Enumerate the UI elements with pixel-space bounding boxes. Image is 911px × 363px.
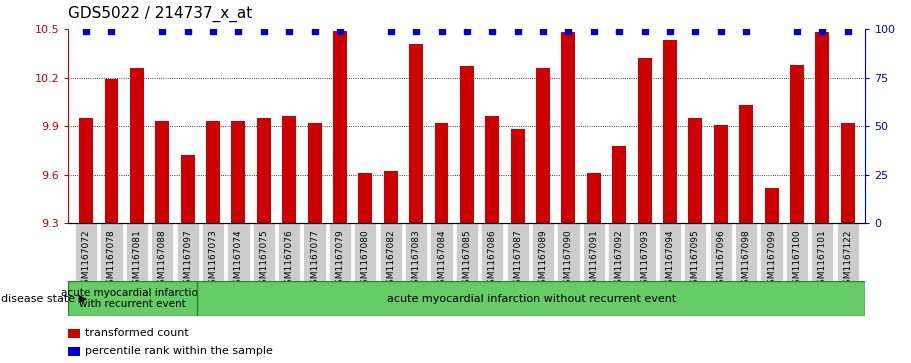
- Bar: [663, 40, 677, 223]
- Bar: [79, 118, 93, 223]
- Bar: [486, 117, 499, 223]
- Bar: [155, 121, 169, 223]
- Bar: [384, 171, 398, 223]
- Text: acute myocardial infarction
with recurrent event: acute myocardial infarction with recurre…: [61, 288, 204, 309]
- Text: disease state ▶: disease state ▶: [1, 294, 87, 303]
- Bar: [739, 105, 753, 223]
- Bar: [358, 173, 373, 223]
- Bar: [511, 129, 525, 223]
- Bar: [308, 123, 322, 223]
- Bar: [815, 32, 829, 223]
- Bar: [130, 68, 144, 223]
- Text: acute myocardial infarction without recurrent event: acute myocardial infarction without recu…: [386, 294, 676, 303]
- Bar: [68, 347, 80, 356]
- Bar: [231, 121, 245, 223]
- Bar: [587, 173, 600, 223]
- Text: transformed count: transformed count: [85, 328, 189, 338]
- Bar: [536, 68, 550, 223]
- Bar: [282, 117, 296, 223]
- Bar: [206, 121, 220, 223]
- Text: GDS5022 / 214737_x_at: GDS5022 / 214737_x_at: [68, 5, 252, 22]
- Bar: [257, 118, 271, 223]
- Bar: [68, 329, 80, 338]
- Text: percentile rank within the sample: percentile rank within the sample: [85, 346, 272, 356]
- Bar: [333, 30, 347, 223]
- Bar: [612, 146, 626, 223]
- Bar: [180, 155, 195, 223]
- Bar: [764, 188, 779, 223]
- Bar: [460, 66, 474, 223]
- Bar: [790, 65, 804, 223]
- Bar: [841, 123, 855, 223]
- Bar: [409, 44, 423, 223]
- Bar: [105, 79, 118, 223]
- Bar: [689, 118, 702, 223]
- Bar: [561, 32, 576, 223]
- Bar: [713, 125, 728, 223]
- Bar: [435, 123, 448, 223]
- Bar: [638, 58, 651, 223]
